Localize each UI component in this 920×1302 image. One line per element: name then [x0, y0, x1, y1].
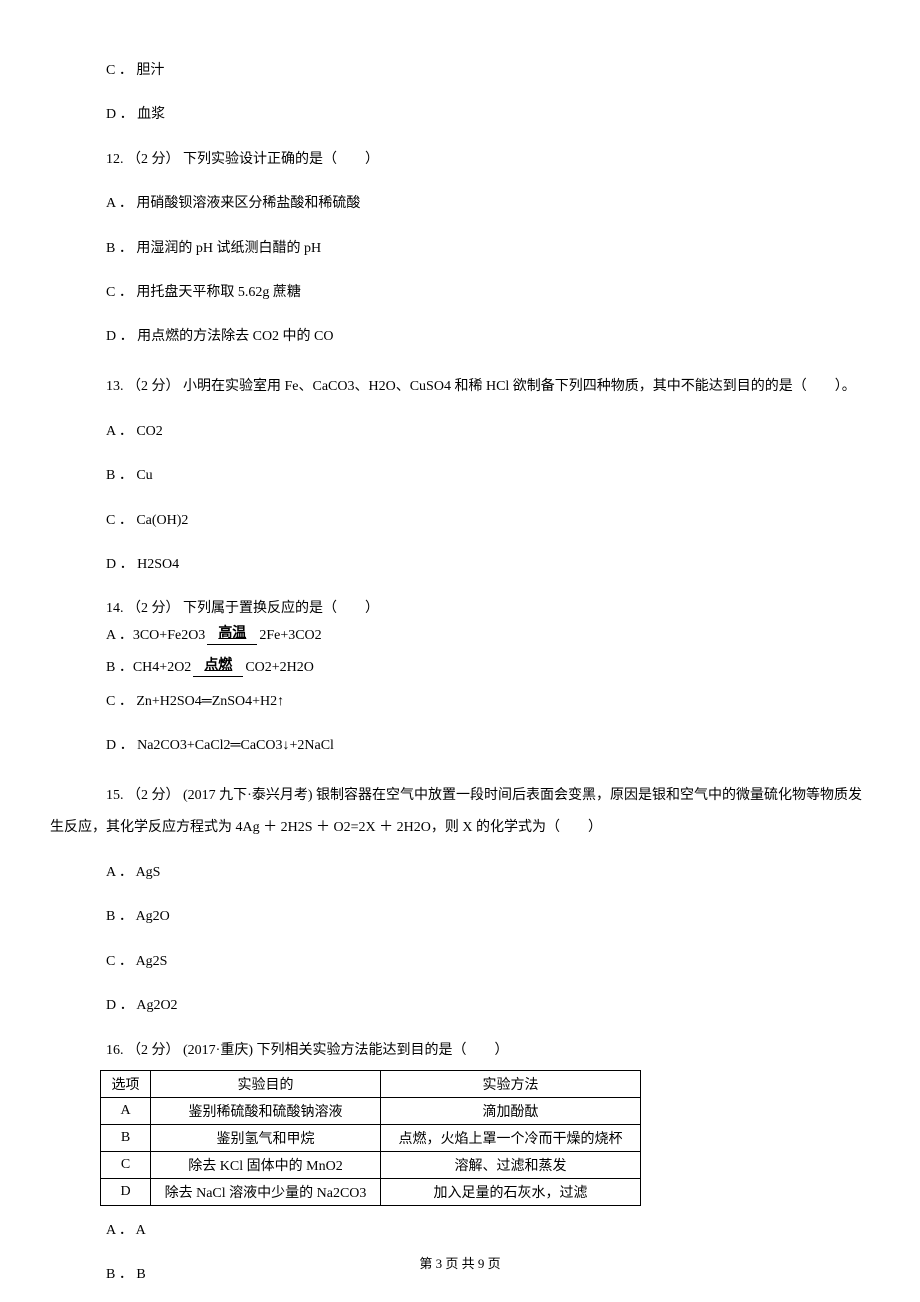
- reaction-condition: 点燃: [193, 659, 243, 677]
- table-cell: 点燃，火焰上罩一个冷而干燥的烧杯: [381, 1124, 641, 1151]
- question-stem: 14. （2 分） 下列属于置换反应的是（ ）: [50, 598, 870, 620]
- table-header-cell: 实验目的: [151, 1070, 381, 1097]
- option-text: A ． 用硝酸钡溶液来区分稀盐酸和稀硫酸: [50, 193, 870, 215]
- table-cell: 除去 KCl 固体中的 MnO2: [151, 1151, 381, 1178]
- option-text: C ． Ca(OH)2: [50, 510, 870, 532]
- option-text: C ． 用托盘天平称取 5.62g 蔗糖: [50, 282, 870, 304]
- option-text: D ． 用点燃的方法除去 CO2 中的 CO: [50, 326, 870, 348]
- reaction-rhs: 2Fe+3CO2: [259, 628, 321, 645]
- table-cell: 鉴别稀硫酸和硫酸钠溶液: [151, 1097, 381, 1124]
- condition-text: 点燃: [204, 659, 232, 673]
- option-label: A ．: [106, 628, 133, 645]
- question-stem: 15. （2 分） (2017 九下·泰兴月考) 银制容器在空气中放置一段时间后…: [50, 780, 870, 844]
- option-text: D ． Ag2O2: [50, 995, 870, 1017]
- table-cell: 溶解、过滤和蒸发: [381, 1151, 641, 1178]
- option-text: A ． A: [50, 1220, 870, 1242]
- table-row: A 鉴别稀硫酸和硫酸钠溶液 滴加酚酞: [101, 1097, 641, 1124]
- option-reaction: B ． CH4+2O2 点燃 CO2+2H2O: [50, 659, 870, 677]
- reaction-rhs: CO2+2H2O: [245, 660, 314, 677]
- table-cell: 除去 NaCl 溶液中少量的 Na2CO3: [151, 1178, 381, 1205]
- table-cell: C: [101, 1151, 151, 1178]
- question-stem: 13. （2 分） 小明在实验室用 Fe、CaCO3、H2O、CuSO4 和稀 …: [50, 371, 870, 403]
- option-text: B ． 用湿润的 pH 试纸测白醋的 pH: [50, 238, 870, 260]
- option-reaction: A ． 3CO+Fe2O3 高温 2Fe+3CO2: [50, 627, 870, 645]
- option-text: D ． H2SO4: [50, 554, 870, 576]
- table-row: B 鉴别氢气和甲烷 点燃，火焰上罩一个冷而干燥的烧杯: [101, 1124, 641, 1151]
- table-row: C 除去 KCl 固体中的 MnO2 溶解、过滤和蒸发: [101, 1151, 641, 1178]
- condition-text: 高温: [218, 627, 246, 641]
- table-row: D 除去 NaCl 溶液中少量的 Na2CO3 加入足量的石灰水，过滤: [101, 1178, 641, 1205]
- option-text: C ． 胆汁: [50, 60, 870, 82]
- table-cell: 鉴别氢气和甲烷: [151, 1124, 381, 1151]
- option-text: A ． CO2: [50, 421, 870, 443]
- table-header-cell: 实验方法: [381, 1070, 641, 1097]
- option-text: B ． Cu: [50, 465, 870, 487]
- table-header-row: 选项 实验目的 实验方法: [101, 1070, 641, 1097]
- table-cell: 滴加酚酞: [381, 1097, 641, 1124]
- table-cell: A: [101, 1097, 151, 1124]
- question-stem: 16. （2 分） (2017·重庆) 下列相关实验方法能达到目的是（ ）: [50, 1040, 870, 1062]
- table-header-cell: 选项: [101, 1070, 151, 1097]
- reaction-lhs: CH4+2O2: [133, 660, 191, 677]
- experiment-table: 选项 实验目的 实验方法 A 鉴别稀硫酸和硫酸钠溶液 滴加酚酞 B 鉴别氢气和甲…: [100, 1070, 641, 1206]
- option-text: D ． 血浆: [50, 104, 870, 126]
- table-cell: D: [101, 1178, 151, 1205]
- reaction-condition: 高温: [207, 627, 257, 645]
- page-footer: 第 3 页 共 9 页: [0, 1253, 920, 1272]
- table-cell: 加入足量的石灰水，过滤: [381, 1178, 641, 1205]
- option-text: C ． Ag2S: [50, 951, 870, 973]
- option-label: B ．: [106, 660, 133, 677]
- table-cell: B: [101, 1124, 151, 1151]
- option-text: D ． Na2CO3+CaCl2═CaCO3↓+2NaCl: [50, 735, 870, 757]
- reaction-lhs: 3CO+Fe2O3: [133, 628, 205, 645]
- option-text: B ． Ag2O: [50, 906, 870, 928]
- question-stem: 12. （2 分） 下列实验设计正确的是（ ）: [50, 149, 870, 171]
- option-text: C ． Zn+H2SO4═ZnSO4+H2↑: [50, 691, 870, 713]
- option-text: A ． AgS: [50, 862, 870, 884]
